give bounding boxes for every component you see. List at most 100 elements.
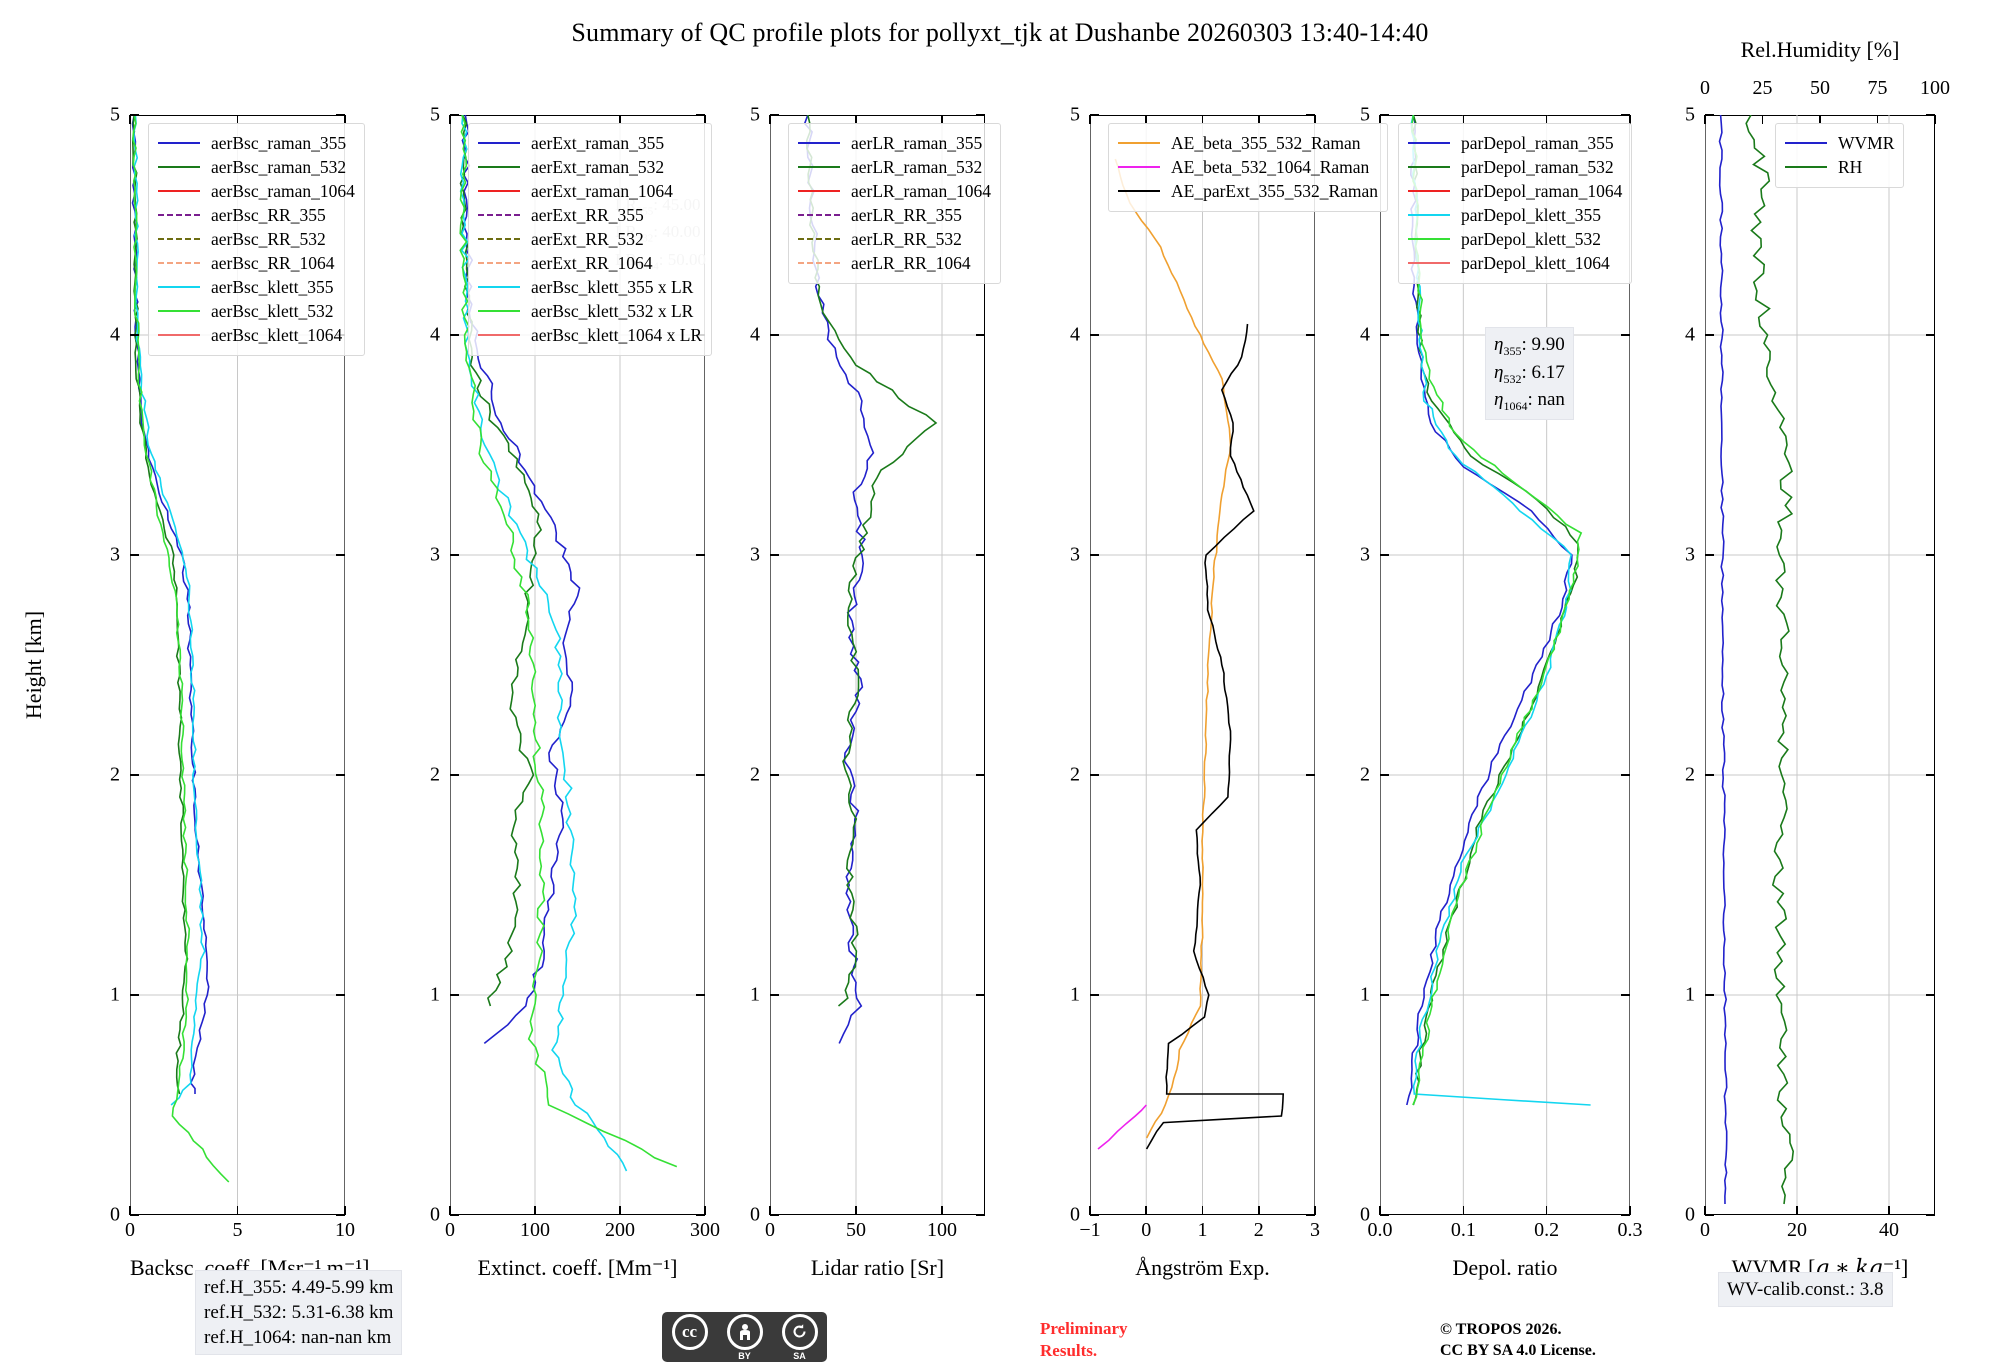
y-tick-right — [1926, 774, 1935, 776]
y-tick-right — [1621, 554, 1630, 556]
y-tick — [1705, 1214, 1714, 1216]
legend-item[interactable]: AE_parExt_355_532_Raman — [1118, 179, 1378, 203]
x-tick-label: 1 — [1197, 1219, 1208, 1241]
y-tick — [770, 554, 779, 556]
legend-item[interactable]: aerLR_raman_1064 — [798, 179, 991, 203]
legend-lidarratio[interactable]: aerLR_raman_355 aerLR_raman_532 aerLR_rama… — [788, 123, 1001, 284]
cc-label — [688, 1351, 691, 1361]
plot-panel-depol: 0.0 0.1 0.2 0.3 0 1 2 3 4 5 Depol. ratio parDepol_r… — [1360, 104, 1643, 1281]
legend-extinct[interactable]: aerExt_raman_355 aerExt_raman_532 aerExt_r… — [468, 123, 713, 356]
legend-item[interactable]: parDepol_raman_1064 — [1408, 179, 1622, 203]
y-tick-label: 4 — [110, 323, 120, 346]
legend-item[interactable]: aerBsc_klett_355 — [158, 275, 355, 299]
legend-angstrom[interactable]: AE_beta_355_532_Raman AE_beta_532_1064_Ra… — [1108, 123, 1389, 212]
preliminary-results-note: Preliminary Results. — [1040, 1318, 1128, 1362]
legend-swatch-icon — [478, 142, 520, 144]
legend-item[interactable]: aerLR_raman_532 — [798, 155, 991, 179]
legend-depol[interactable]: parDepol_raman_355 parDepol_raman_532 parD… — [1398, 123, 1633, 284]
x-tick-label: 10 — [335, 1219, 355, 1241]
legend-item[interactable]: aerBsc_RR_355 — [158, 203, 355, 227]
series-line-aerBsc_klett_355 x LR — [459, 115, 628, 1172]
legend-item[interactable]: aerBsc_raman_532 — [158, 155, 355, 179]
legend-item[interactable]: aerBsc_klett_1064 — [158, 323, 355, 347]
legend-item[interactable]: parDepol_raman_532 — [1408, 155, 1622, 179]
y-tick — [1380, 1214, 1389, 1216]
x-tick-top — [1545, 115, 1548, 124]
legend-item[interactable]: aerBsc_RR_532 — [158, 227, 355, 251]
y-tick-right — [1306, 774, 1315, 776]
legend-item[interactable]: RH — [1785, 155, 1894, 179]
legend-item[interactable]: aerExt_raman_1064 — [478, 179, 702, 203]
legend-item[interactable]: aerLR_RR_1064 — [798, 251, 991, 275]
legend-swatch-icon — [158, 262, 200, 264]
x-tick-label: 0 — [125, 1219, 135, 1241]
legend-swatch-icon — [1408, 142, 1450, 144]
legend-item[interactable]: aerBsc_raman_355 — [158, 131, 355, 155]
y-tick — [1090, 334, 1099, 336]
legend-item[interactable]: aerExt_RR_532 — [478, 227, 702, 251]
legend-item[interactable]: aerLR_RR_532 — [798, 227, 991, 251]
x-tick-label: 40 — [1879, 1219, 1899, 1241]
legend-item[interactable]: aerLR_RR_355 — [798, 203, 991, 227]
x-tick — [1145, 1206, 1148, 1215]
legend-swatch-icon — [158, 310, 200, 312]
legend-wvmr[interactable]: WVMR RH — [1775, 123, 1905, 188]
y-axis-label: Height [km] — [21, 610, 46, 720]
y-tick-label: 2 — [430, 763, 440, 786]
legend-item[interactable]: AE_beta_355_532_Raman — [1118, 131, 1378, 155]
legend-item[interactable]: parDepol_klett_355 — [1408, 203, 1622, 227]
x-tick-top-label: 100 — [1920, 77, 1950, 99]
legend-item[interactable]: parDepol_raman_355 — [1408, 131, 1622, 155]
legend-item[interactable]: aerExt_raman_355 — [478, 131, 702, 155]
y-tick — [450, 334, 459, 336]
legend-item[interactable]: aerBsc_klett_1064 x LR — [478, 323, 702, 347]
cc-by-label: BY — [738, 1350, 751, 1361]
legend-item[interactable]: aerBsc_klett_532 — [158, 299, 355, 323]
legend-label: AE_beta_355_532_Raman — [1171, 132, 1361, 153]
y-tick-right — [1621, 1214, 1630, 1216]
x-tick-label: −1 — [1079, 1219, 1101, 1241]
legend-label: parDepol_raman_532 — [1461, 156, 1614, 177]
legend-item[interactable]: parDepol_klett_1064 — [1408, 251, 1622, 275]
legend-swatch-icon — [158, 142, 200, 144]
legend-item[interactable]: aerBsc_klett_355 x LR — [478, 275, 702, 299]
x-tick — [704, 1206, 706, 1215]
legend-backsc[interactable]: aerBsc_raman_355 aerBsc_raman_532 aerBsc_r… — [148, 123, 365, 356]
legend-item[interactable]: aerExt_RR_355 — [478, 203, 702, 227]
legend-item[interactable]: aerExt_raman_532 — [478, 155, 702, 179]
x-tick-label: 20 — [1787, 1219, 1807, 1241]
legend-item[interactable]: aerBsc_klett_532 x LR — [478, 299, 702, 323]
legend-item[interactable]: aerLR_raman_355 — [798, 131, 991, 155]
legend-label: aerExt_RR_1064 — [531, 252, 653, 273]
eta-calibration-note: η355: 9.90 η532: 6.17 η1064: nan — [1485, 327, 1574, 420]
legend-item[interactable]: WVMR — [1785, 131, 1894, 155]
y-tick-label: 5 — [1360, 103, 1370, 126]
copyright-line: CC BY SA 4.0 License. — [1440, 1341, 1596, 1359]
x-tick — [1704, 1206, 1706, 1215]
y-tick — [1090, 1214, 1099, 1216]
legend-item[interactable]: aerBsc_RR_1064 — [158, 251, 355, 275]
legend-item[interactable]: AE_beta_532_1064_Raman — [1118, 155, 1378, 179]
plot-area — [1705, 115, 1935, 1215]
legend-swatch-icon — [158, 166, 200, 168]
preliminary-line: Results. — [1040, 1340, 1098, 1360]
x-tick-top — [855, 115, 857, 124]
legend-label: aerLR_raman_532 — [851, 156, 983, 177]
legend-item[interactable]: aerBsc_raman_1064 — [158, 179, 355, 203]
x-tick — [344, 1206, 346, 1215]
legend-label: parDepol_raman_355 — [1461, 132, 1614, 153]
y-tick — [1705, 994, 1714, 996]
legend-item[interactable]: parDepol_klett_532 — [1408, 227, 1622, 251]
share-alike-glyph-icon — [793, 1324, 806, 1338]
x-tick — [941, 1206, 943, 1215]
y-tick — [1090, 994, 1099, 996]
series-line-RH — [1745, 115, 1795, 1205]
legend-label: aerLR_raman_1064 — [851, 180, 991, 201]
x-tick-label: 2 — [1253, 1219, 1264, 1241]
y-tick-right — [976, 554, 985, 556]
legend-label: aerBsc_klett_1064 — [211, 324, 343, 345]
legend-item[interactable]: aerExt_RR_1064 — [478, 251, 702, 275]
legend-label: aerBsc_klett_355 x LR — [531, 276, 694, 297]
y-tick-label: 1 — [1360, 983, 1370, 1006]
page-title: Summary of QC profile plots for pollyxt_… — [571, 18, 1429, 47]
